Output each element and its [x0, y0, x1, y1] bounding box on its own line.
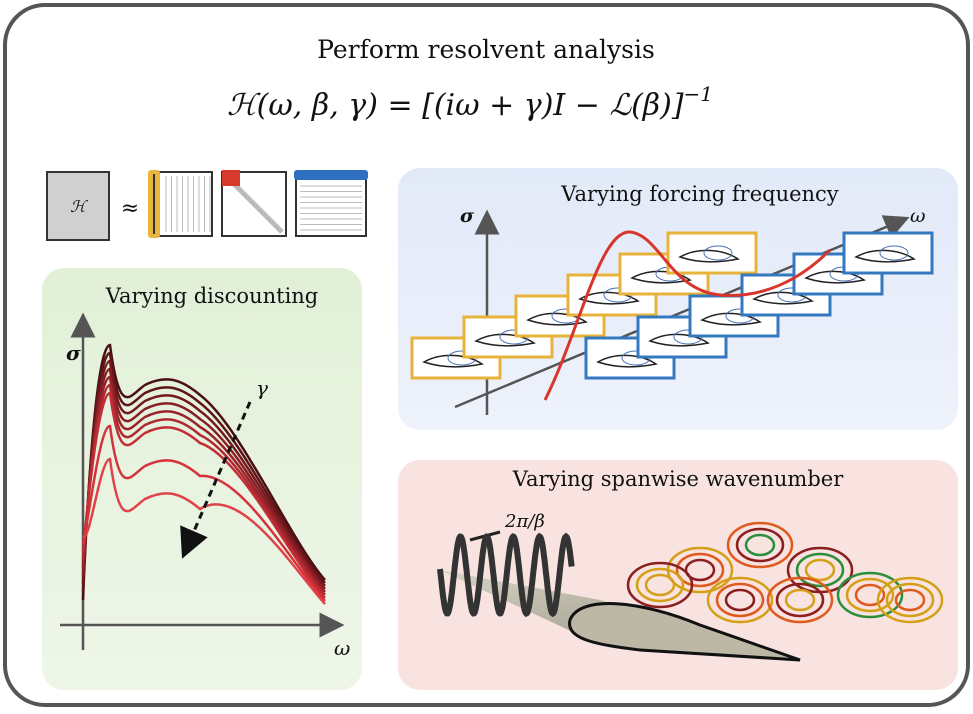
- panel-title: Varying spanwise wavenumber: [512, 467, 844, 491]
- equation: ℋ(ω, β, γ) = [(iω + γ)I − ℒ(β)]−1: [227, 82, 713, 123]
- equation-body: ℋ(ω, β, γ) = [(iω + γ)I − ℒ(β)]: [227, 88, 684, 123]
- equation-exponent: −1: [684, 82, 713, 106]
- figure: Perform resolvent analysis ℋ(ω, β, γ) = …: [0, 0, 973, 710]
- mode-frame: [668, 233, 756, 273]
- wavelength-label: 2π/β: [504, 511, 545, 532]
- panel-frequency: Varying forcing frequency σ ω: [398, 168, 958, 430]
- panel-discounting: Varying discounting σ ω γ: [42, 268, 362, 690]
- arrow-label: γ: [256, 376, 268, 400]
- title: Perform resolvent analysis: [317, 35, 655, 64]
- x-axis-label: ω: [910, 205, 926, 227]
- decomposition: ℋ ≈: [47, 170, 368, 240]
- panel-title: Varying forcing frequency: [560, 182, 839, 206]
- approx-symbol: ≈: [121, 196, 139, 221]
- y-axis-label: σ: [66, 341, 81, 365]
- panel-wavenumber: Varying spanwise wavenumber 2π/β: [398, 460, 958, 690]
- y-axis-label: σ: [460, 205, 475, 227]
- mode-frame: [844, 233, 932, 273]
- panel-title: Varying discounting: [105, 284, 319, 308]
- operator-symbol: ℋ: [70, 197, 88, 216]
- x-axis-label: ω: [334, 636, 350, 660]
